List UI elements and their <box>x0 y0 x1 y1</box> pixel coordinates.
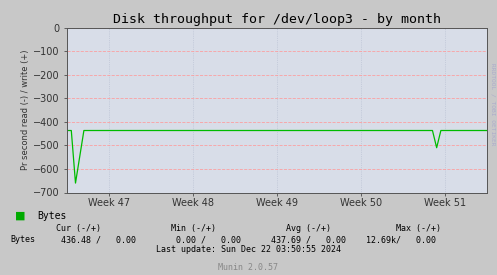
Text: 436.48 /   0.00        0.00 /   0.00      437.69 /   0.00    12.69k/   0.00: 436.48 / 0.00 0.00 / 0.00 437.69 / 0.00 … <box>61 235 436 244</box>
Text: ■: ■ <box>15 211 25 221</box>
Y-axis label: Pr second read (-) / write (+): Pr second read (-) / write (+) <box>21 50 30 170</box>
Text: Last update: Sun Dec 22 03:50:55 2024: Last update: Sun Dec 22 03:50:55 2024 <box>156 245 341 254</box>
Title: Disk throughput for /dev/loop3 - by month: Disk throughput for /dev/loop3 - by mont… <box>113 13 441 26</box>
Text: Bytes: Bytes <box>10 235 35 244</box>
Text: Munin 2.0.57: Munin 2.0.57 <box>219 263 278 272</box>
Text: RRDTOOL / TOBI OETIKER: RRDTOOL / TOBI OETIKER <box>491 63 496 146</box>
Text: Cur (-/+)              Min (-/+)              Avg (-/+)             Max (-/+): Cur (-/+) Min (-/+) Avg (-/+) Max (-/+) <box>56 224 441 233</box>
Text: Bytes: Bytes <box>37 211 67 221</box>
